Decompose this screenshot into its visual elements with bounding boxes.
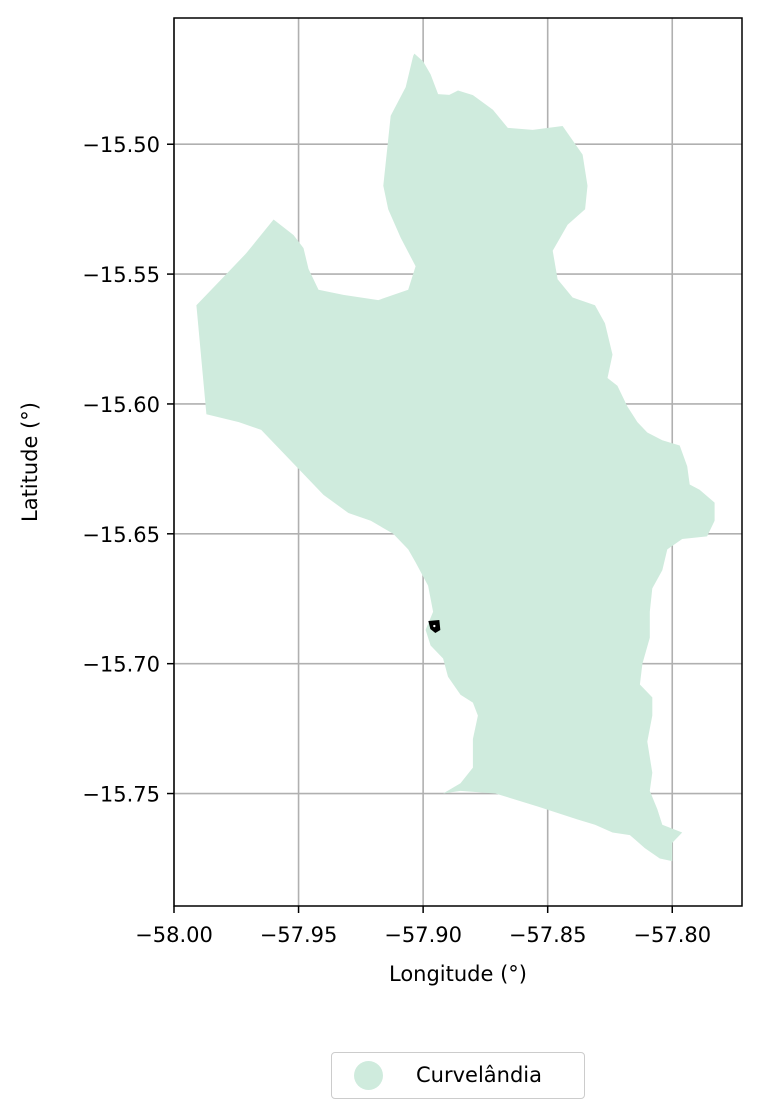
y-tick-label: −15.70 — [82, 653, 160, 677]
region-polygon-curvelandia — [196, 53, 715, 862]
point-marker — [428, 620, 441, 634]
map-frame — [173, 17, 743, 907]
y-tick-label: −15.65 — [82, 523, 160, 547]
legend-label: Curvelândia — [416, 1063, 542, 1087]
x-axis-ticks: −58.00 −57.95 −57.90 −57.85 −57.80 — [135, 906, 711, 947]
y-tick-label: −15.60 — [82, 393, 160, 417]
legend: Curvelândia — [331, 1052, 585, 1099]
x-axis-label: Longitude (°) — [389, 962, 527, 986]
marker-center-dot — [433, 624, 436, 628]
x-tick-label: −57.90 — [384, 923, 462, 947]
x-tick-label: −58.00 — [135, 923, 213, 947]
x-tick-label: −57.85 — [509, 923, 587, 947]
y-axis-ticks: −15.50 −15.55 −15.60 −15.65 −15.70 −15.75 — [82, 133, 174, 807]
legend-marker-curvelandia — [354, 1061, 383, 1090]
x-tick-label: −57.95 — [260, 923, 338, 947]
y-tick-label: −15.75 — [82, 783, 160, 807]
y-tick-label: −15.55 — [82, 263, 160, 287]
y-tick-label: −15.50 — [82, 133, 160, 157]
y-axis-label: Latitude (°) — [18, 402, 42, 522]
x-tick-label: −57.80 — [633, 923, 711, 947]
